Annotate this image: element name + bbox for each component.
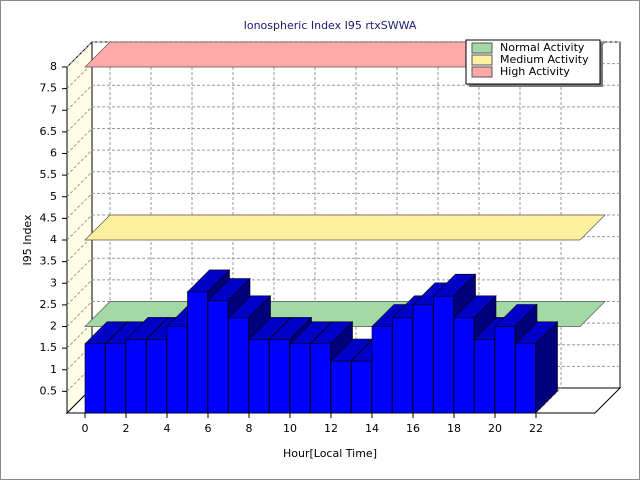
y-tick-label: 1 <box>50 363 57 376</box>
x-tick-label: 12 <box>324 422 338 435</box>
grid-line <box>66 63 93 89</box>
x-tick-label: 8 <box>246 422 253 435</box>
y-tick-label: 7 <box>50 103 57 116</box>
bar <box>514 321 559 414</box>
bar-front <box>310 343 331 414</box>
bar-front <box>105 343 126 414</box>
grid-line <box>66 84 93 111</box>
x-tick-label: 14 <box>365 422 379 435</box>
x-tick-label: 2 <box>123 422 130 435</box>
grid-line <box>66 279 93 306</box>
y-tick-label: 8 <box>50 60 57 73</box>
y-tick-label: 7.5 <box>40 82 58 95</box>
x-tick-label: 16 <box>406 422 420 435</box>
grid-line <box>66 344 93 371</box>
grid-line <box>66 322 93 349</box>
chart-title: Ionospheric Index I95 rtxSWWA <box>244 19 417 32</box>
y-tick-label: 1.5 <box>40 341 58 354</box>
grid-line <box>66 301 93 327</box>
bar-front <box>412 304 434 414</box>
bar-front <box>453 317 475 414</box>
grid-line <box>66 214 93 241</box>
bar-front <box>125 339 147 414</box>
grid-line <box>66 257 93 284</box>
y-tick-label: 2.5 <box>40 298 58 311</box>
x-tick-label: 20 <box>488 422 502 435</box>
grid-line <box>66 106 93 133</box>
bar-front <box>228 317 249 414</box>
bar-front <box>474 339 495 414</box>
x-tick-label: 10 <box>283 422 297 435</box>
x-tick-label: 0 <box>82 422 89 435</box>
bar-front <box>248 339 270 414</box>
bar-front <box>351 360 372 414</box>
bar-front <box>515 343 536 414</box>
legend-swatch <box>471 42 493 54</box>
x-tick-label: 22 <box>529 422 543 435</box>
bar-front <box>371 326 393 414</box>
y-tick-label: 3 <box>50 276 57 289</box>
y-axis-label: I95 Index <box>21 214 34 266</box>
legend-label: Normal Activity <box>500 41 585 54</box>
x-tick-label: 6 <box>205 422 212 435</box>
legend-swatch <box>471 66 493 78</box>
x-tick-label: 4 <box>164 422 171 435</box>
bar-front <box>392 317 413 414</box>
grid-line <box>535 387 562 414</box>
bar-front <box>207 300 229 414</box>
activity-band <box>84 214 606 241</box>
y-tick-label: 5.5 <box>40 168 58 181</box>
legend-swatch <box>471 54 493 66</box>
legend-label: Medium Activity <box>500 53 589 66</box>
bar-front <box>433 295 454 414</box>
grid-line <box>66 236 93 262</box>
legend-label: High Activity <box>500 65 570 78</box>
x-axis-label: Hour[Local Time] <box>283 447 377 460</box>
y-tick-label: 4 <box>50 233 57 246</box>
x-tick-label: 18 <box>447 422 461 435</box>
bar-front <box>146 339 167 414</box>
bar-front <box>269 339 290 414</box>
grid-line <box>66 41 93 68</box>
y-tick-label: 6 <box>50 147 57 160</box>
bar-front <box>166 326 188 414</box>
bar-front <box>494 326 516 414</box>
bar-front <box>187 291 208 414</box>
y-tick-label: 6.5 <box>40 125 58 138</box>
grid-line <box>66 193 93 219</box>
grid-line <box>66 149 93 176</box>
grid-line <box>66 128 93 154</box>
bar-front <box>289 343 311 414</box>
y-tick-label: 3.5 <box>40 255 58 268</box>
grid-line <box>66 171 93 198</box>
y-tick-label: 2 <box>50 320 57 333</box>
y-tick-label: 0.5 <box>40 384 58 397</box>
y-tick-label: 5 <box>50 190 57 203</box>
bar-front <box>84 343 106 414</box>
bar-front <box>330 360 352 414</box>
grid-line <box>66 366 93 392</box>
y-tick-label: 4.5 <box>40 211 58 224</box>
